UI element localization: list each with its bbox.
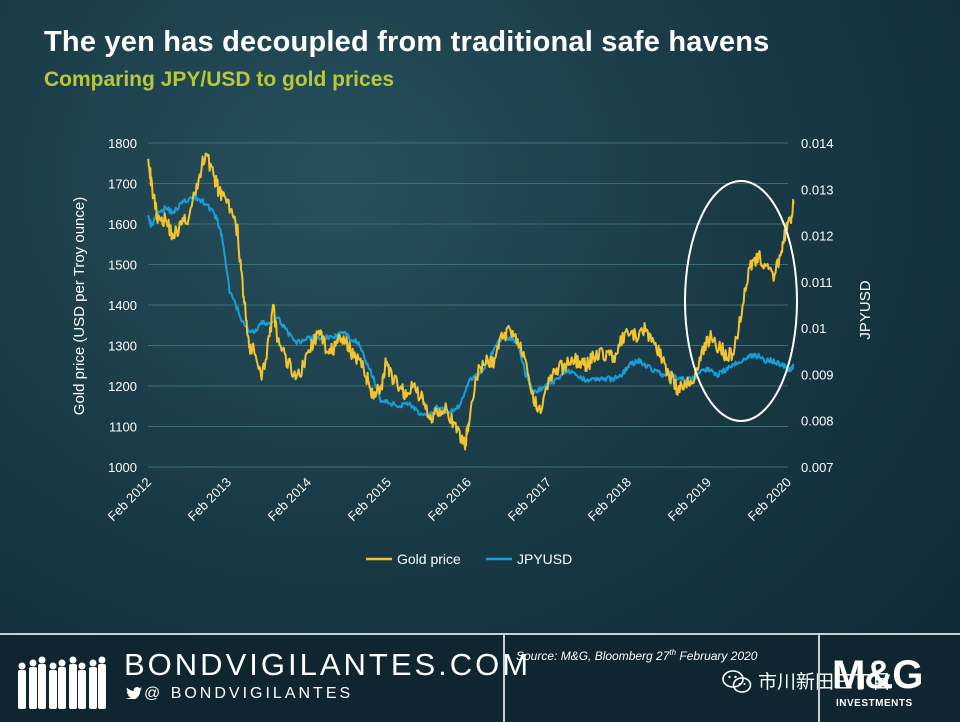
source-text: Source: M&G, Bloomberg 27 — [516, 649, 670, 663]
wechat-text: 市川新田三丁目 — [758, 672, 892, 693]
y2-tick-label: 0.013 — [801, 182, 834, 197]
brand-name[interactable]: BONDVIGILANTES.COM — [124, 647, 532, 682]
y2-tick-label: 0.014 — [801, 136, 834, 151]
x-tick-label: Feb 2018 — [585, 475, 634, 524]
twitter-bird-icon — [126, 687, 142, 699]
series-gold-line — [147, 152, 795, 451]
y2-axis-title: JPYUSD — [857, 280, 874, 339]
wechat-watermark: 市川新田三丁目 — [722, 667, 891, 694]
y-tick-label: 1400 — [108, 298, 137, 313]
y-tick-label: 1200 — [108, 379, 137, 394]
chart-title: The yen has decoupled from traditional s… — [44, 26, 770, 58]
x-tick-label: Feb 2016 — [425, 475, 474, 524]
y-tick-label: 1700 — [108, 177, 137, 192]
y-tick-label: 1500 — [108, 258, 137, 273]
brand-handle[interactable]: @ BONDVIGILANTES — [126, 685, 353, 703]
x-tick-label: Feb 2014 — [265, 475, 314, 524]
y2-tick-label: 0.007 — [801, 460, 834, 475]
x-tick-label: Feb 2019 — [665, 475, 714, 524]
mg-logo-sub: INVESTMENTS — [836, 698, 913, 709]
footer-divider-2 — [818, 635, 820, 722]
x-tick-label: Feb 2017 — [505, 475, 554, 524]
x-tick-label: Feb 2013 — [185, 475, 234, 524]
y-tick-label: 1100 — [109, 420, 137, 435]
legend-jpyusd-label: JPYUSD — [517, 551, 572, 567]
source-sup: th — [669, 648, 677, 657]
people-silhouettes-icon — [18, 656, 106, 709]
handle-text: @ BONDVIGILANTES — [144, 685, 354, 702]
y2-tick-label: 0.01 — [801, 321, 826, 336]
y-tick-label: 1300 — [108, 339, 137, 354]
x-tick-label: Feb 2012 — [105, 475, 154, 524]
footer-bar: BONDVIGILANTES.COM @ BONDVIGILANTES Sour… — [0, 633, 960, 722]
y-tick-label: 1600 — [108, 217, 137, 232]
highlight-ellipse — [684, 180, 798, 422]
chart-area: 1000 1100 1200 1300 1400 1500 1600 1700 1800 0.00… — [71, 136, 874, 567]
footer-divider — [503, 635, 505, 722]
mg-logo: M&G — [832, 653, 923, 697]
chart-subtitle: Comparing JPY/USD to gold prices — [44, 68, 395, 91]
source-date: February 2020 — [676, 649, 758, 663]
y-axis-title: Gold price (USD per Troy ounce) — [71, 197, 88, 415]
y2-tick-label: 0.009 — [801, 367, 834, 382]
y-tick-label: 1800 — [108, 136, 137, 151]
y2-tick-label: 0.012 — [801, 229, 834, 244]
y2-tick-label: 0.011 — [801, 275, 833, 290]
x-tick-label: Feb 2015 — [345, 475, 394, 524]
x-tick-label: Feb 2020 — [745, 475, 794, 524]
legend-gold-label: Gold price — [397, 551, 461, 567]
source-note: Source: M&G, Bloomberg 27th February 202… — [516, 648, 757, 663]
y2-tick-label: 0.008 — [801, 414, 834, 429]
y-tick-label: 1000 — [108, 460, 137, 475]
wechat-icon — [722, 670, 752, 693]
